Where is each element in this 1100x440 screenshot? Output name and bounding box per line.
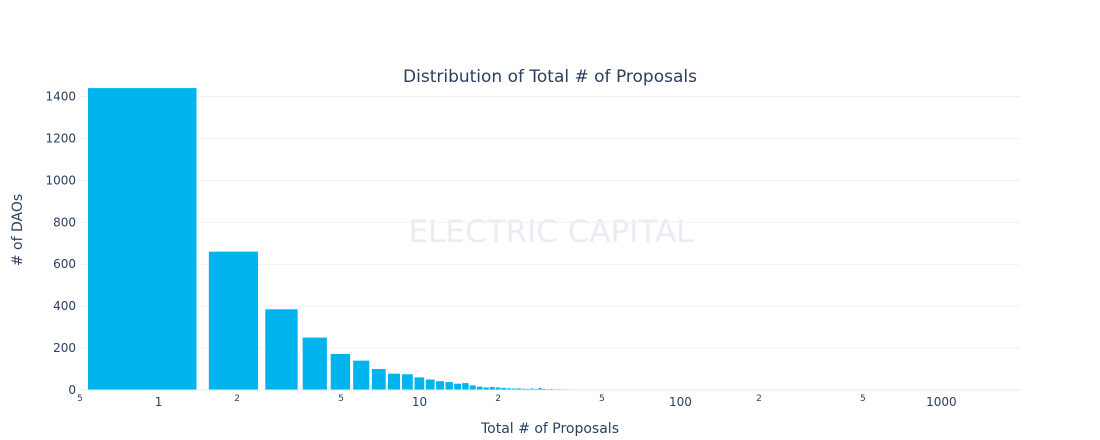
histogram-bar (534, 388, 538, 390)
x-minor-tick-label: 2 (756, 394, 762, 404)
histogram-bar (436, 381, 445, 390)
histogram-bar (549, 388, 553, 390)
histogram-bar (302, 337, 327, 390)
y-tick-label: 1000 (45, 173, 76, 187)
histogram-bar (501, 387, 506, 390)
histogram-bar (445, 382, 453, 390)
histogram-bar (454, 383, 462, 390)
histogram-bar (353, 360, 370, 390)
y-axis-ticks: 0 200 400 600 800 1000 1200 1400 (45, 89, 76, 397)
x-tick-label: 1 (155, 395, 163, 409)
y-tick-label: 1200 (45, 131, 76, 145)
x-minor-tick-label: 5 (599, 394, 605, 404)
chart-title: Distribution of Total # of Proposals (403, 67, 697, 87)
histogram-bar (538, 387, 542, 390)
histogram-bar (88, 88, 197, 390)
histogram-bar (525, 388, 530, 390)
x-tick-label: 10 (412, 395, 427, 409)
histogram-bar (414, 377, 425, 390)
histogram-bar (483, 387, 489, 390)
histogram-bar (506, 388, 512, 390)
histogram-bar (530, 388, 534, 390)
bars (88, 88, 917, 390)
histogram-bar (542, 388, 546, 390)
x-minor-tick-label: 2 (495, 394, 501, 404)
x-tick-label: 100 (669, 395, 692, 409)
x-axis-ticks: 1 10 100 1000 5 2 5 2 5 2 5 (77, 394, 957, 409)
x-tick-label: 1000 (926, 395, 957, 409)
y-axis-title: # of DAOs (10, 194, 26, 266)
y-tick-label: 600 (53, 257, 76, 271)
histogram-bar (387, 373, 401, 390)
histogram-bar (402, 374, 413, 390)
y-tick-label: 0 (68, 383, 76, 397)
histogram-bar (469, 385, 476, 390)
x-minor-tick-label: 5 (77, 394, 83, 404)
histogram-bar (462, 383, 469, 390)
y-tick-label: 400 (53, 299, 76, 313)
watermark: ELECTRIC CAPITAL (409, 214, 695, 250)
x-minor-tick-label: 5 (338, 394, 344, 404)
histogram-bar (265, 309, 298, 390)
histogram-bar (521, 388, 526, 390)
histogram-bar (476, 386, 483, 390)
histogram-bar (516, 388, 521, 390)
histogram-bar (208, 251, 259, 390)
x-minor-tick-label: 5 (860, 394, 866, 404)
y-tick-label: 200 (53, 341, 76, 355)
y-tick-label: 1400 (45, 89, 76, 103)
histogram-bar (330, 353, 351, 390)
x-minor-tick-label: 2 (234, 394, 240, 404)
histogram-bar (489, 387, 495, 390)
x-axis-title: Total # of Proposals (480, 421, 619, 437)
y-tick-label: 800 (53, 215, 76, 229)
histogram-bar (495, 387, 501, 390)
histogram-bar (371, 369, 386, 390)
histogram-bar (511, 388, 516, 390)
histogram-bar (425, 379, 435, 390)
